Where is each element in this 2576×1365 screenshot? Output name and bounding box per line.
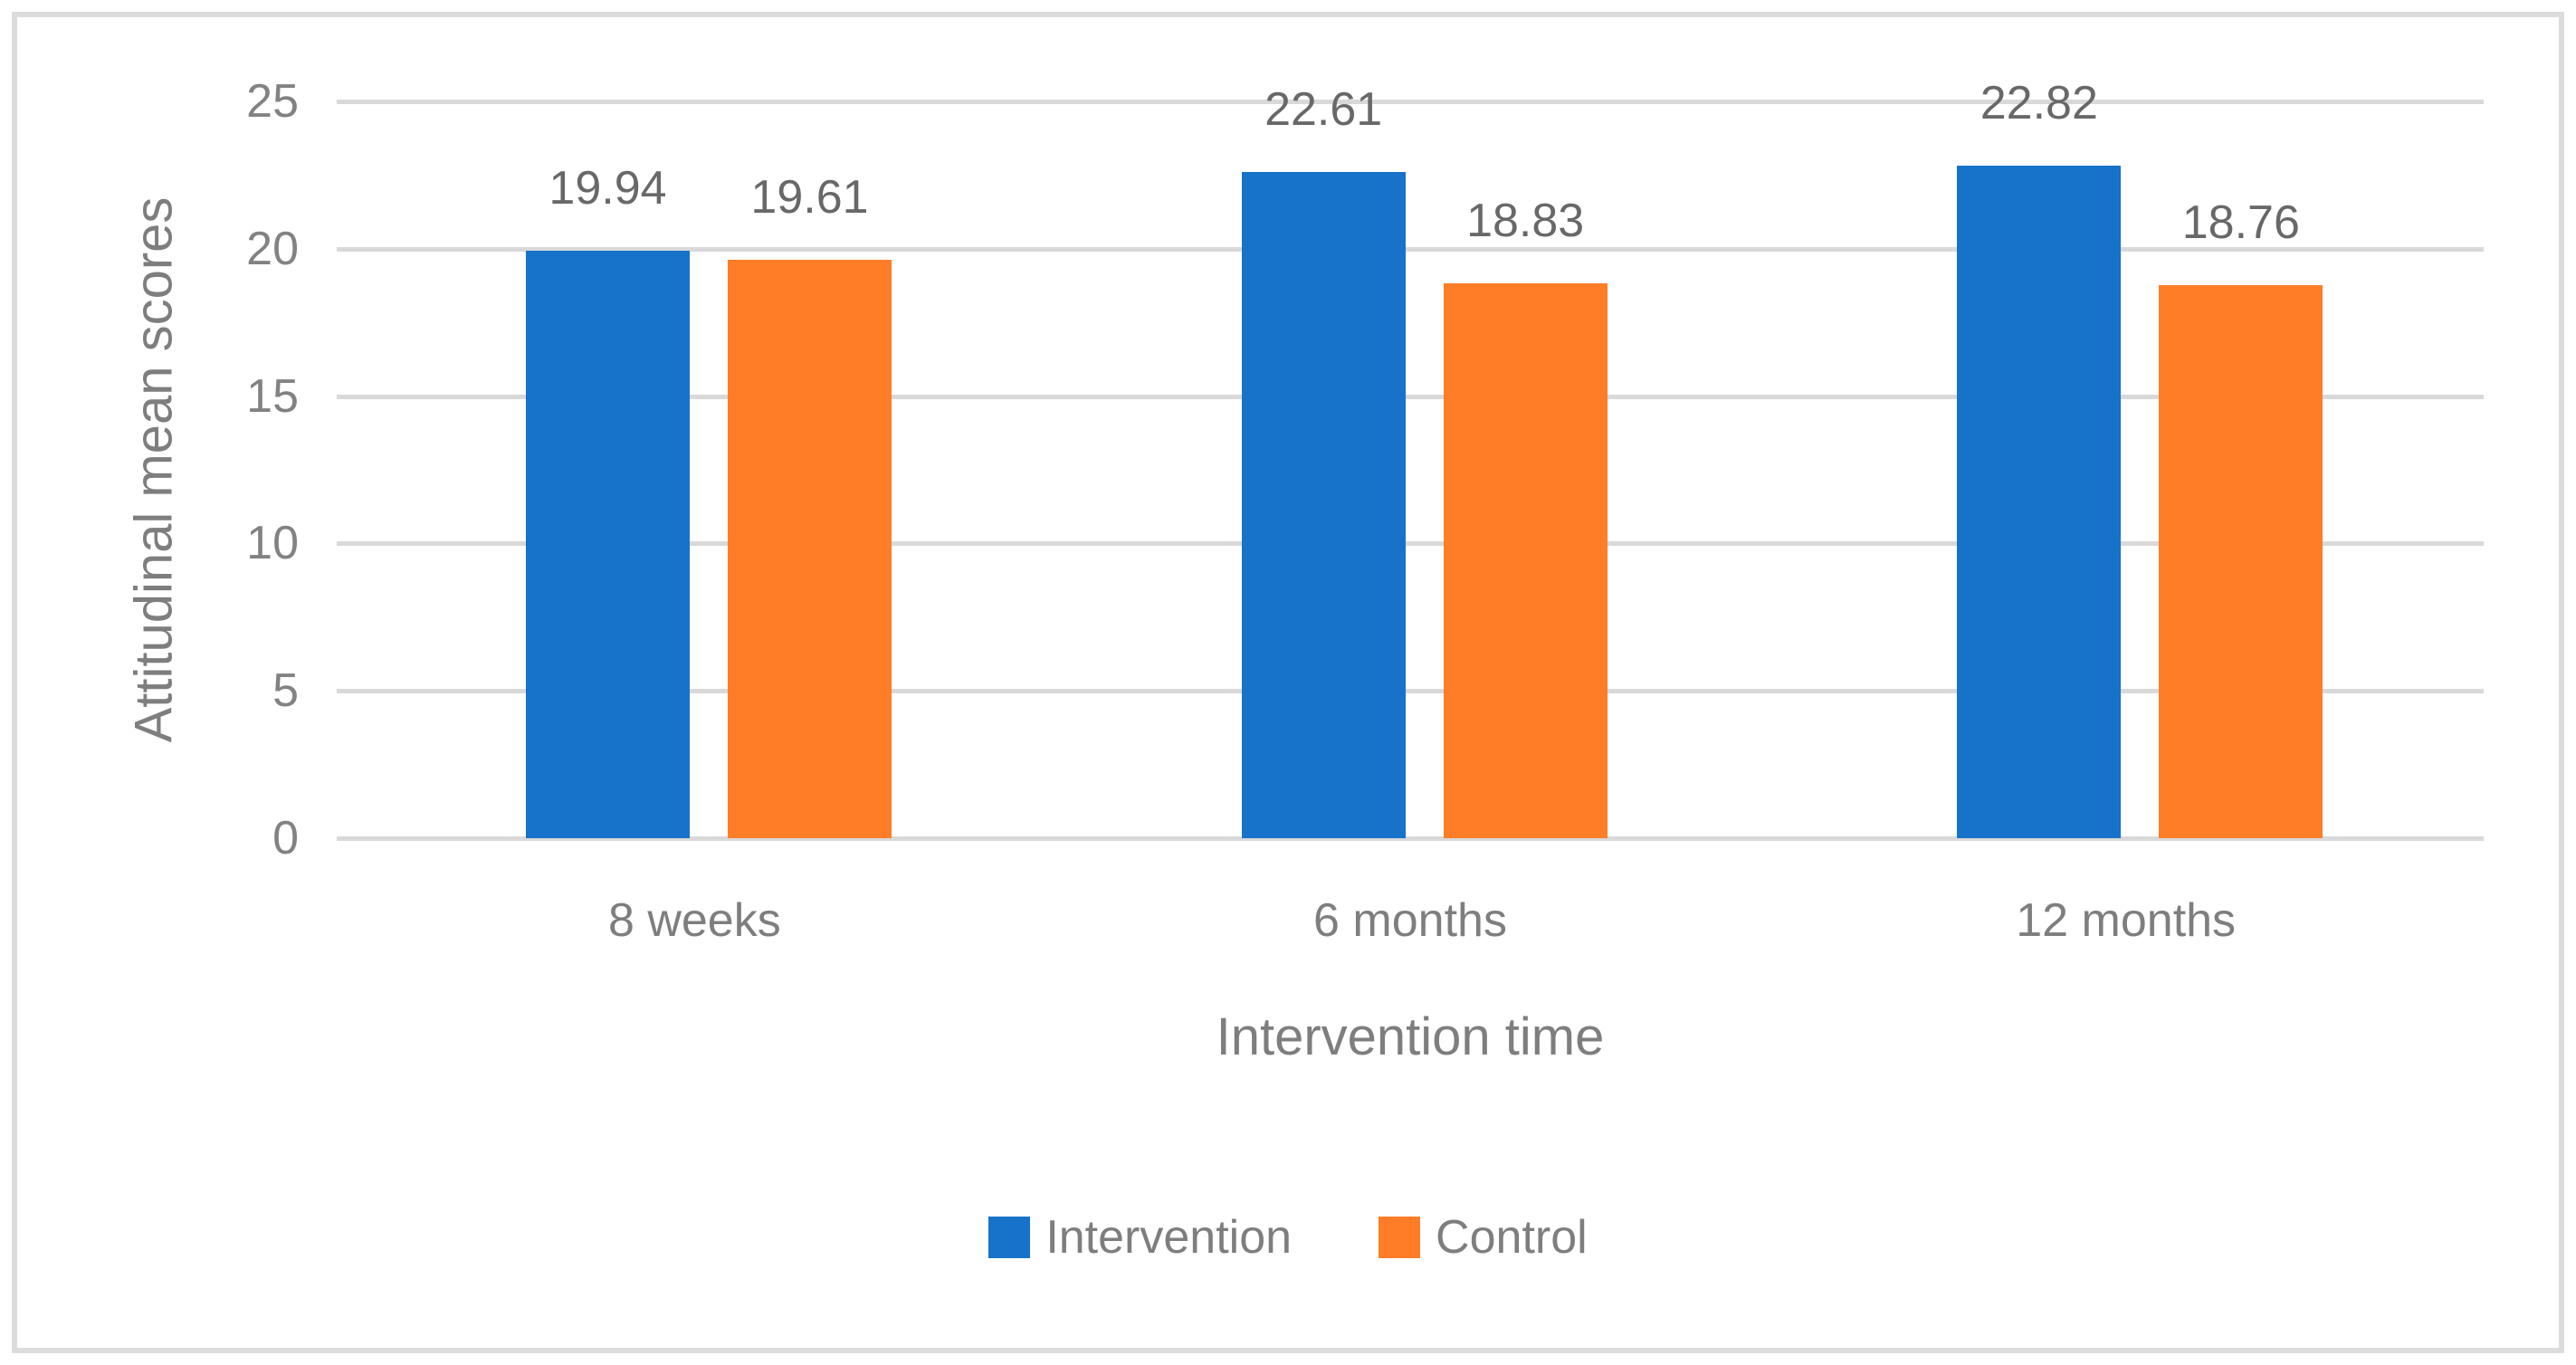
- bar-control-8-weeks: [728, 260, 892, 838]
- y-tick-label-15: 15: [246, 369, 299, 423]
- legend-item-intervention: Intervention: [988, 1209, 1292, 1265]
- y-tick-label-5: 5: [272, 664, 299, 718]
- legend-swatch-intervention: [988, 1217, 1031, 1258]
- gridline-y-5: [337, 689, 2484, 694]
- legend-swatch-control: [1379, 1217, 1421, 1258]
- figure-border: [12, 12, 2564, 1353]
- y-tick-label-20: 20: [246, 222, 299, 275]
- x-axis-title: Intervention time: [1216, 1007, 1605, 1066]
- x-category-label-6-months: 6 months: [1313, 894, 1507, 947]
- bar-intervention-8-weeks: [526, 250, 690, 838]
- value-label-control-6-months: 18.83: [1466, 194, 1585, 247]
- legend-item-control: Control: [1379, 1209, 1588, 1265]
- legend-label-intervention: Intervention: [1045, 1211, 1293, 1264]
- y-tick-label-10: 10: [246, 517, 299, 570]
- value-label-intervention-6-months: 22.61: [1264, 82, 1383, 136]
- gridline-y-10: [337, 541, 2484, 547]
- gridline-y-20: [337, 246, 2484, 252]
- x-category-label-8-weeks: 8 weeks: [607, 894, 781, 947]
- y-axis-title: Attitudinal mean scores: [124, 196, 184, 743]
- x-category-label-12-months: 12 months: [2016, 894, 2237, 947]
- bar-intervention-6-months: [1241, 171, 1406, 838]
- gridline-y-0: [337, 836, 2484, 841]
- bar-intervention-12-months: [1957, 165, 2122, 838]
- value-label-intervention-12-months: 22.82: [1980, 76, 2098, 129]
- gridline-y-15: [337, 394, 2484, 399]
- bar-control-12-months: [2159, 285, 2323, 838]
- legend-label-control: Control: [1436, 1211, 1588, 1264]
- value-label-intervention-8-weeks: 19.94: [549, 161, 667, 215]
- gridline-y-25: [337, 100, 2484, 104]
- value-label-control-12-months: 18.76: [2181, 196, 2300, 250]
- legend: Intervention Control: [0, 1209, 2576, 1265]
- y-tick-label-0: 0: [272, 812, 299, 864]
- y-tick-label-25: 25: [246, 75, 299, 128]
- value-label-control-8-weeks: 19.61: [750, 171, 869, 224]
- bar-control-6-months: [1443, 282, 1608, 838]
